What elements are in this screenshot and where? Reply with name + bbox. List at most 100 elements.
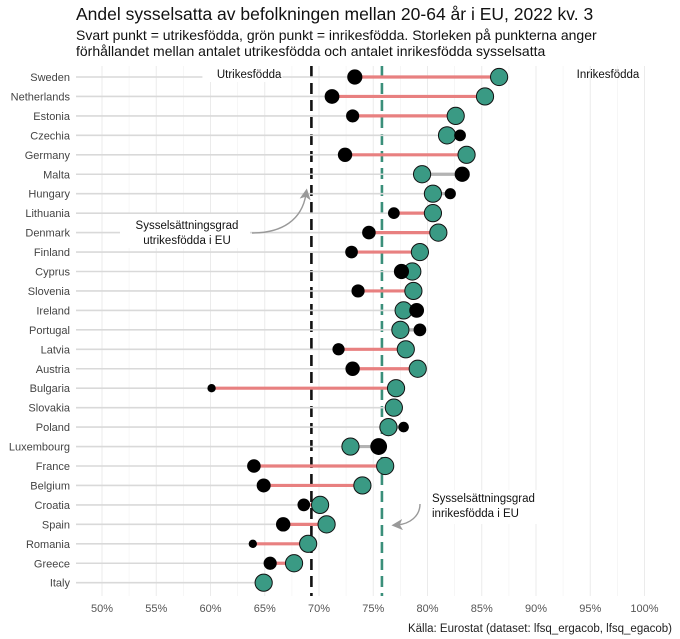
foreign-born-dot xyxy=(263,556,277,570)
foreign-born-label-bg xyxy=(202,65,283,82)
country-row: Malta xyxy=(43,165,470,184)
country-label: France xyxy=(36,461,70,473)
country-label: Luxembourg xyxy=(9,442,70,454)
native-born-dot xyxy=(412,165,432,184)
foreign-born-dot xyxy=(207,384,216,393)
native-born-dot xyxy=(475,87,495,106)
foreign-born-dot xyxy=(337,147,353,162)
native-born-dot xyxy=(396,340,415,359)
country-label: Malta xyxy=(43,169,71,181)
native-born-dot xyxy=(429,223,448,242)
foreign-born-dot xyxy=(347,69,363,85)
foreign-born-dot xyxy=(362,225,376,240)
foreign-born-dot xyxy=(398,421,409,433)
annotation-foreign-arrow xyxy=(251,188,311,234)
chart-title: Andel sysselsatta av befolkningen mellan… xyxy=(76,4,594,24)
country-label: Hungary xyxy=(28,189,70,201)
country-row: Luxembourg xyxy=(9,437,388,456)
foreign-born-dot xyxy=(345,245,358,259)
country-label: Italy xyxy=(50,578,71,590)
native-born-line-label: Inrikesfödda xyxy=(577,69,640,81)
country-row: Spain xyxy=(42,515,336,534)
country-label: Poland xyxy=(36,422,70,434)
foreign-born-dot xyxy=(247,459,261,473)
country-label: Slovakia xyxy=(28,403,70,415)
foreign-born-dot xyxy=(454,166,470,182)
country-label: Portugal xyxy=(29,325,70,337)
country-row: Bulgaria xyxy=(30,379,406,398)
annotation-native-arrow xyxy=(391,503,421,531)
foreign-born-dot xyxy=(275,517,291,532)
country-label: Lithuania xyxy=(25,208,71,220)
x-tick-label: 60% xyxy=(199,603,221,615)
country-label: Czechia xyxy=(30,130,71,142)
native-born-dot xyxy=(410,242,430,262)
country-row: Czechia xyxy=(30,126,466,145)
country-row: Netherlands xyxy=(11,87,495,106)
native-born-dot xyxy=(490,67,509,87)
annotation-native-bg xyxy=(428,490,558,524)
native-born-dot xyxy=(408,359,427,378)
foreign-born-dot xyxy=(444,188,456,200)
foreign-born-dot xyxy=(454,129,466,142)
country-row: Croatia xyxy=(35,495,330,514)
country-row: Austria xyxy=(36,359,427,378)
foreign-born-dot xyxy=(413,323,427,337)
country-row: Cyprus xyxy=(35,262,422,281)
native-born-dot xyxy=(386,379,406,398)
country-row: Ireland xyxy=(36,301,425,320)
country-label: Cyprus xyxy=(35,267,70,279)
foreign-born-line-label: Utrikesfödda xyxy=(217,69,282,81)
country-row: Latvia xyxy=(41,340,415,359)
country-label: Sweden xyxy=(30,72,70,84)
x-tick-label: 55% xyxy=(145,603,167,615)
country-label: Latvia xyxy=(41,344,71,356)
country-label: Spain xyxy=(42,519,70,531)
foreign-born-dot xyxy=(393,263,410,280)
country-row: Italy xyxy=(50,573,273,592)
native-born-dot xyxy=(299,534,318,553)
country-row: France xyxy=(36,456,395,476)
x-tick-label: 80% xyxy=(416,603,438,615)
foreign-born-dot xyxy=(409,303,425,318)
country-row: Slovakia xyxy=(28,398,403,417)
x-tick-label: 100% xyxy=(630,603,658,615)
country-label: Romania xyxy=(26,539,71,551)
native-born-dot xyxy=(310,495,330,514)
native-born-dot xyxy=(423,204,443,223)
subtitle-line-2: förhållandet mellan antalet utrikesfödda… xyxy=(76,42,546,59)
annotation-foreign-text: utrikesfödda i EU xyxy=(143,235,231,247)
source-note: Källa: Eurostat (dataset: lfsq_ergacob, … xyxy=(407,623,672,635)
foreign-born-dot xyxy=(351,284,365,298)
subtitle-line-1: Svart punkt = utrikesfödda, grön punkt =… xyxy=(76,27,597,43)
foreign-born-dot xyxy=(346,109,360,123)
foreign-born-dot xyxy=(387,207,400,220)
foreign-born-dot xyxy=(324,89,340,104)
country-label: Netherlands xyxy=(11,91,71,103)
foreign-born-dot xyxy=(332,343,345,356)
country-row: Germany xyxy=(25,145,476,164)
x-tick-label: 75% xyxy=(362,603,384,615)
native-born-dot xyxy=(341,437,360,456)
x-tick-label: 90% xyxy=(525,603,547,615)
x-tick-label: 65% xyxy=(254,603,276,615)
native-born-dot xyxy=(446,106,465,126)
country-label: Belgium xyxy=(30,480,70,492)
native-born-dot xyxy=(437,126,457,145)
annotation-native-text: inrikesfödda i EU xyxy=(432,508,519,520)
native-born-dot xyxy=(379,418,398,437)
foreign-born-dot xyxy=(248,539,257,548)
native-born-dot xyxy=(457,145,476,164)
country-row: Poland xyxy=(36,418,409,437)
country-label: Estonia xyxy=(33,111,71,123)
country-label: Croatia xyxy=(35,500,71,512)
foreign-born-dot xyxy=(297,498,311,512)
x-tick-label: 50% xyxy=(91,603,113,615)
native-born-dot xyxy=(423,184,443,203)
country-label: Denmark xyxy=(25,228,70,240)
native-born-dot xyxy=(404,281,423,301)
country-row: Greece xyxy=(34,554,304,573)
country-row: Belgium xyxy=(30,476,372,495)
country-row: Hungary xyxy=(28,184,456,203)
country-label: Finland xyxy=(34,247,70,259)
